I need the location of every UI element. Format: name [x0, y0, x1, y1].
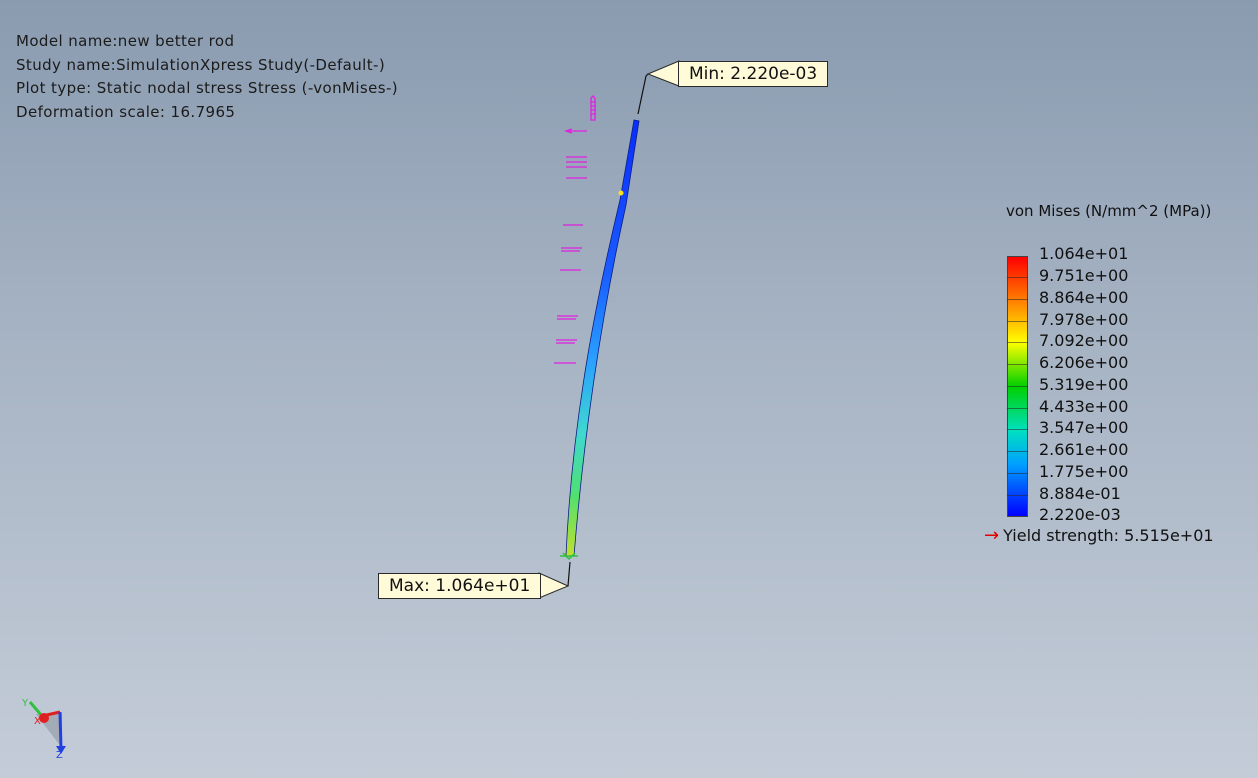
- axis-label-y: Y: [21, 698, 29, 709]
- load-marker: [557, 315, 578, 320]
- legend-label: 2.220e-03: [1039, 505, 1121, 524]
- legend-tick: [1007, 451, 1028, 452]
- legend-tick: [1007, 277, 1028, 278]
- legend-title: von Mises (N/mm^2 (MPa)): [1006, 202, 1212, 220]
- legend-label: 6.206e+00: [1039, 353, 1129, 372]
- legend-tick: [1007, 321, 1028, 322]
- legend-label: 4.433e+00: [1039, 397, 1129, 416]
- load-marker: [566, 156, 587, 179]
- legend-tick: [1007, 364, 1028, 365]
- yield-arrow-icon: →: [984, 525, 1000, 546]
- max-leader-line: [567, 561, 571, 587]
- legend-label: 8.864e+00: [1039, 288, 1129, 307]
- legend-label: 1.775e+00: [1039, 462, 1129, 481]
- legend-label: 5.319e+00: [1039, 375, 1129, 394]
- y-axis-line: [28, 701, 44, 717]
- legend-tick: [1007, 495, 1028, 496]
- z-axis-line: [58, 711, 63, 749]
- study-name-text: Study name:SimulationXpress Study(-Defau…: [16, 55, 386, 74]
- axis-label-z: Z: [56, 750, 63, 760]
- min-leader-line: [637, 73, 649, 115]
- load-marker: [556, 339, 577, 344]
- legend-tick: [1007, 473, 1028, 474]
- plot-type-text: Plot type: Static nodal stress Stress (-…: [16, 79, 399, 97]
- triad-origin: [39, 713, 49, 723]
- load-marker: [561, 247, 582, 252]
- min-callout[interactable]: Min: 2.220e-03: [678, 61, 829, 87]
- yield-strength: → Yield strength: 5.515e+01: [984, 525, 1214, 547]
- max-callout-pointer: [538, 572, 570, 599]
- legend-tick: [1007, 429, 1028, 430]
- z-axis-arrowhead: [56, 746, 66, 754]
- max-callout[interactable]: Max: 1.064e+01: [378, 573, 542, 599]
- min-callout-pointer: [646, 60, 680, 87]
- legend-tick: [1007, 299, 1028, 300]
- sensor-marker: [618, 190, 624, 196]
- legend-label: 8.884e-01: [1039, 484, 1121, 503]
- deformed-rod[interactable]: [565, 119, 640, 557]
- fixture-marker: [560, 552, 578, 561]
- reference-triad[interactable]: Y X Z: [18, 690, 78, 760]
- legend-label: 2.661e+00: [1039, 440, 1129, 459]
- yield-strength-text: Yield strength: 5.515e+01: [1003, 526, 1214, 545]
- legend-tick: [1007, 386, 1028, 387]
- legend-label: 1.064e+01: [1039, 244, 1129, 263]
- load-marker: [591, 101, 596, 115]
- load-marker: [590, 95, 596, 121]
- legend-label: 9.751e+00: [1039, 266, 1129, 285]
- study-info: Model name:new better rod Study name:Sim…: [16, 30, 398, 124]
- legend-label: 3.547e+00: [1039, 418, 1129, 437]
- legend-label: 7.978e+00: [1039, 310, 1129, 329]
- axis-label-x: X: [34, 716, 41, 727]
- deformation-scale-text: Deformation scale: 16.7965: [16, 102, 236, 121]
- legend-tick: [1007, 408, 1028, 409]
- model-name-text: Model name:new better rod: [16, 32, 235, 50]
- legend-tick: [1007, 342, 1028, 343]
- load-marker: [563, 128, 587, 134]
- load-markers: [554, 95, 596, 364]
- legend-label: 7.092e+00: [1039, 331, 1129, 350]
